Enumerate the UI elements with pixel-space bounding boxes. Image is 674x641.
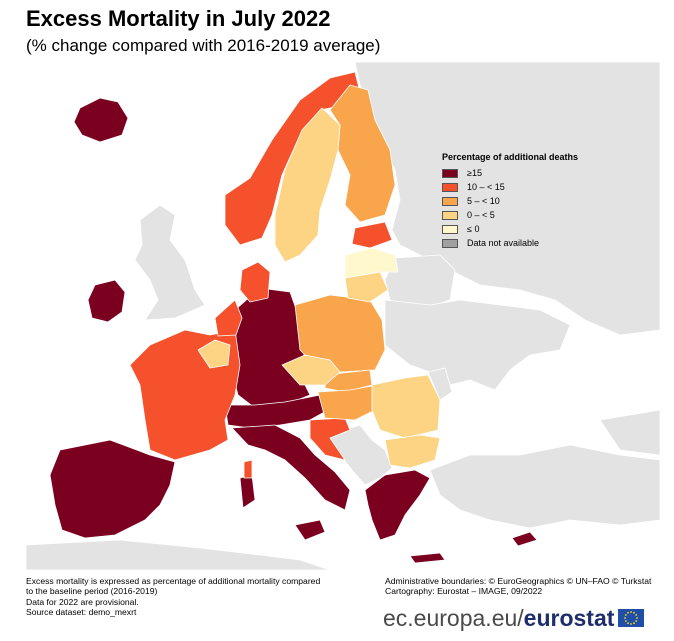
estonia-region: [351, 221, 393, 249]
czechia-region: [281, 354, 341, 386]
legend-swatch: [442, 224, 458, 234]
legend-swatch: [442, 238, 458, 248]
moldova-region: [427, 367, 453, 401]
legend-label: 0 – < 5: [467, 210, 495, 220]
legend-swatch: [442, 168, 458, 178]
credits: Administrative boundaries: © EuroGeograp…: [385, 576, 670, 597]
europe-map: [26, 62, 660, 570]
legend-item: ≥15: [442, 166, 632, 180]
sicily-region: [294, 519, 326, 541]
legend-item: ≤ 0: [442, 222, 632, 236]
credits-line: Administrative boundaries: © EuroGeograp…: [385, 576, 652, 586]
crete-region: [409, 552, 446, 564]
legend-label: ≥15: [467, 168, 482, 178]
legend-swatch: [442, 210, 458, 220]
eu-flag-icon: [618, 609, 645, 627]
map-title: Excess Mortality in July 2022: [26, 6, 331, 31]
credits-line: Cartography: Eurostat – IMAGE, 09/2022: [385, 586, 543, 597]
map-legend: Percentage of additional deaths ≥15 10 – …: [442, 152, 632, 250]
footnote: Excess mortality is expressed as percent…: [26, 576, 386, 618]
cyprus-region: [511, 531, 538, 547]
greece-region: [364, 469, 431, 541]
legend-swatch: [442, 182, 458, 192]
north-africa-region: [26, 539, 331, 570]
legend-item: 10 – < 15: [442, 180, 632, 194]
iberia-region: [49, 439, 176, 539]
footnote-line: Excess mortality is expressed as percent…: [26, 576, 321, 586]
legend-item: Data not available: [442, 236, 632, 250]
turkey-region: [429, 444, 660, 529]
brand-name: eurostat: [523, 604, 615, 631]
netherlands-region: [214, 299, 243, 337]
latvia-region: [344, 247, 399, 279]
ireland-region: [87, 279, 126, 323]
alpine-region: [224, 394, 329, 429]
romania-region: [371, 374, 441, 439]
bulgaria-region: [384, 434, 441, 469]
legend-swatch: [442, 196, 458, 206]
eurostat-brand[interactable]: ec.europa.eu/ eurostat: [383, 603, 645, 633]
legend-label: 5 – < 10: [467, 196, 500, 206]
legend-title: Percentage of additional deaths: [442, 152, 579, 162]
uk-region: [134, 204, 206, 321]
caucasus-region: [599, 409, 660, 456]
iceland-region: [73, 97, 129, 143]
map-subtitle: (% change compared with 2016-2019 averag…: [26, 36, 381, 55]
ukraine-region: [384, 299, 571, 391]
footnote-line: Source dataset: demo_mexrt: [26, 607, 137, 618]
denmark-region: [239, 261, 271, 303]
legend-label: Data not available: [467, 238, 540, 248]
brand-url: ec.europa.eu/: [383, 604, 524, 631]
legend-item: 0 – < 5: [442, 208, 632, 222]
footnote-line: to the baseline period (2016-2019): [26, 586, 158, 597]
footnote-line: Data for 2022 are provisional.: [26, 596, 139, 607]
sweden-region: [274, 107, 341, 263]
legend-label: ≤ 0: [467, 224, 480, 234]
belgium-region: [197, 339, 231, 369]
legend-item: 5 – < 10: [442, 194, 632, 208]
corsica-region: [243, 459, 253, 479]
croatia-region: [309, 417, 351, 461]
legend-label: 10 – < 15: [467, 182, 505, 192]
italy-region: [231, 424, 351, 511]
